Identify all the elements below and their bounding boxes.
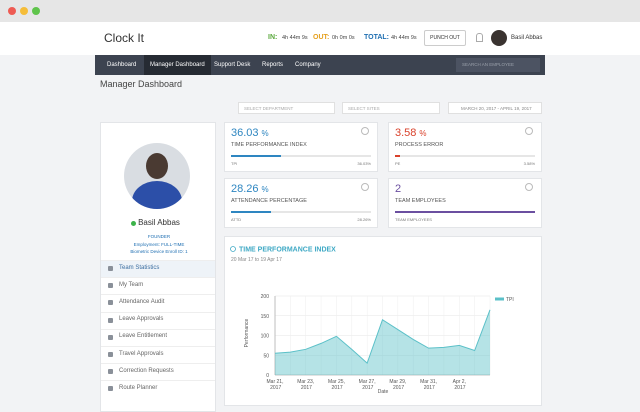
x-axis-label: Date: [378, 389, 389, 395]
stat-icon: [525, 127, 533, 135]
y-tick-label: 200: [261, 294, 270, 300]
stat-footer-value: 3.58%: [524, 161, 535, 166]
stat-unit: %: [419, 129, 426, 138]
stat-value: 2: [395, 183, 401, 195]
stat-short: PE: [395, 161, 400, 166]
page: {"header": {"logo": "Clock It", "in_labe…: [0, 0, 640, 400]
legend-label: TPI: [506, 297, 514, 303]
stat-icon: [525, 183, 533, 191]
y-axis-label: Performance: [244, 318, 250, 347]
stat-bar: [231, 155, 281, 157]
y-tick-label: 50: [263, 353, 269, 359]
stat-footer-value: 28.26%: [357, 217, 371, 222]
stat-card: 36.03% TIME PERFORMANCE INDEX TPI 36.03%: [224, 122, 378, 172]
stat-value: 28.26%: [231, 183, 269, 195]
stat-bar: [395, 211, 535, 213]
stat-title: PROCESS ERROR: [395, 142, 443, 148]
y-tick-label: 100: [261, 334, 270, 340]
x-tick-label: Mar 29, 2017: [389, 379, 406, 391]
x-tick-label: Mar 31, 2017: [420, 379, 437, 391]
stat-number: 36.03: [231, 127, 259, 139]
legend-swatch: [495, 298, 504, 301]
screen: Clock It IN: 4h 44m 9s OUT: 0h 0m 0s TOT…: [0, 0, 640, 400]
stat-unit: %: [262, 129, 269, 138]
stat-unit: %: [262, 185, 269, 194]
stat-short: ATTD: [231, 217, 241, 222]
stat-card: 28.26% ATTENDANCE PERCENTAGE ATTD 28.26%: [224, 178, 378, 228]
x-tick-label: Mar 21, 2017: [267, 379, 284, 391]
stat-card: 3.58% PROCESS ERROR PE 3.58%: [388, 122, 542, 172]
x-tick-label: Mar 25, 2017: [328, 379, 345, 391]
y-tick-label: 150: [261, 314, 270, 320]
chart-title: TIME PERFORMANCE INDEX: [239, 247, 336, 254]
stat-short: TPI: [231, 161, 237, 166]
chart-icon: [231, 247, 236, 252]
stat-number: 28.26: [231, 183, 259, 195]
stat-bar: [231, 211, 271, 213]
stat-title: TIME PERFORMANCE INDEX: [231, 142, 307, 148]
stat-icon: [361, 127, 369, 135]
stat-short: TEAM EMPLOYEES: [395, 217, 432, 222]
x-tick-label: Mar 23, 2017: [297, 379, 314, 391]
stat-value: 3.58%: [395, 127, 427, 139]
stat-number: 3.58: [395, 127, 416, 139]
stat-title: ATTENDANCE PERCENTAGE: [231, 198, 307, 204]
x-tick-label: Mar 27, 2017: [359, 379, 376, 391]
stat-title: TEAM EMPLOYEES: [395, 198, 446, 204]
stat-footer-value: 36.03%: [357, 161, 371, 166]
stat-card: 2 TEAM EMPLOYEES TEAM EMPLOYEES: [388, 178, 542, 228]
stat-icon: [361, 183, 369, 191]
stat-number: 2: [395, 183, 401, 195]
stat-value: 36.03%: [231, 127, 269, 139]
chart-subtitle: 20 Mar 17 to 19 Apr 17: [231, 257, 282, 263]
stat-track: [395, 155, 535, 157]
stat-bar: [395, 155, 400, 157]
x-tick-label: Apr 2, 2017: [453, 379, 466, 391]
